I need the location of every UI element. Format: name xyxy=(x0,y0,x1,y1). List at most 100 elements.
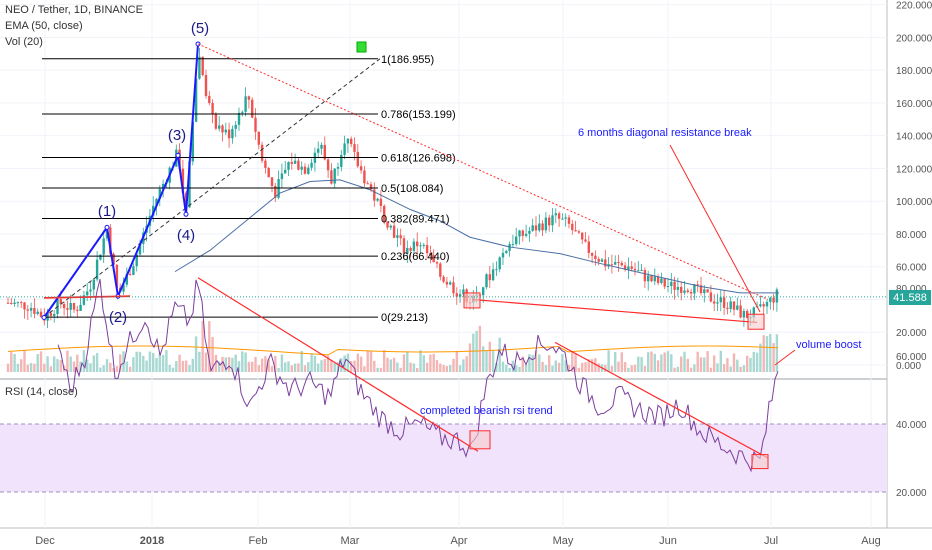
volume-bar xyxy=(82,350,86,372)
volume-bar xyxy=(604,364,607,372)
volume-bar xyxy=(293,363,297,372)
fib-level-label: 0.236(66.440) xyxy=(381,251,450,263)
candle-body xyxy=(36,311,39,314)
candle-body xyxy=(204,75,208,96)
volume-bar xyxy=(36,354,39,372)
fibonacci-levels: 1(186.955) 0.786(153.199) 0.618(126.698) 0.… xyxy=(42,41,456,324)
volume-bar xyxy=(214,354,218,372)
candle-body xyxy=(534,225,538,231)
candle-body xyxy=(518,230,521,237)
candle-body xyxy=(765,301,769,307)
volume-bar xyxy=(544,365,548,372)
candle-body xyxy=(709,292,713,302)
volume-bar xyxy=(425,362,429,372)
volume-bar xyxy=(719,350,722,372)
candle-body xyxy=(379,198,383,206)
highlight-box-july xyxy=(747,313,765,330)
volume-bar xyxy=(485,350,488,372)
candle-body xyxy=(511,244,515,246)
candle-body xyxy=(303,166,307,174)
volume-bars xyxy=(6,320,779,372)
volume-legend[interactable]: Vol (20) xyxy=(5,36,43,48)
candle-body xyxy=(346,138,350,144)
volume-bar xyxy=(515,365,518,372)
candle-body xyxy=(287,162,290,170)
wave-label: (1) xyxy=(98,203,116,220)
volume-bar xyxy=(260,358,264,372)
resistance-arrow xyxy=(669,144,761,313)
candle-body xyxy=(112,253,115,265)
volume-bar xyxy=(713,355,716,372)
time-tick-label: May xyxy=(553,535,574,547)
candle-body xyxy=(373,189,376,201)
volume-bar xyxy=(620,352,623,372)
highlight-box-april xyxy=(463,292,481,309)
candle-body xyxy=(647,275,650,282)
volume-bar xyxy=(571,351,574,372)
time-tick-label: Jun xyxy=(659,535,677,547)
volume-bar xyxy=(16,363,20,372)
volume-bar xyxy=(673,367,676,372)
candle-body xyxy=(630,266,633,269)
candle-body xyxy=(425,244,429,254)
candle-body xyxy=(284,169,287,174)
volume-bar xyxy=(439,363,442,372)
candle-body xyxy=(383,205,386,222)
rsi-polyline xyxy=(57,278,779,473)
volume-bar xyxy=(185,360,188,372)
time-tick-label: Dec xyxy=(35,535,55,547)
candle-body xyxy=(640,269,643,271)
price-panel-background xyxy=(0,0,887,378)
volume-bar xyxy=(610,365,614,372)
candle-body xyxy=(218,125,221,129)
volume-bar xyxy=(297,363,300,372)
rsi-highlight-box-2 xyxy=(751,454,769,470)
volume-bar xyxy=(280,354,284,372)
candle-body xyxy=(178,149,181,169)
volume-bar xyxy=(227,357,231,372)
candle-body xyxy=(76,309,79,311)
volume-bar xyxy=(148,351,152,372)
volume-bar xyxy=(432,353,435,372)
candle-body xyxy=(429,253,432,256)
symbol-legend[interactable]: NEO / Tether, 1D, BINANCE xyxy=(5,4,143,16)
volume-bar xyxy=(142,355,145,372)
candle-body xyxy=(660,278,663,284)
wave-label: (2) xyxy=(109,309,127,326)
rsi-legend[interactable]: RSI (14, close) xyxy=(5,386,78,398)
candle-body xyxy=(600,259,604,262)
candle-body xyxy=(270,177,274,186)
fib-handle xyxy=(356,41,367,53)
volume-bar xyxy=(359,356,363,372)
volume-bar xyxy=(531,354,534,372)
volume-bar xyxy=(693,364,696,372)
candle-body xyxy=(736,305,739,310)
volume-bar xyxy=(231,357,234,372)
volume-bar xyxy=(152,353,155,372)
candle-body xyxy=(759,304,762,307)
volume-bar xyxy=(99,367,102,372)
volume-bar xyxy=(53,356,56,372)
candle-body xyxy=(317,148,320,153)
candle-body xyxy=(389,225,392,228)
candle-body xyxy=(251,99,254,118)
volume-bar xyxy=(46,356,49,372)
fib-level-label: 0.382(89.471) xyxy=(381,213,450,225)
fib-level-label: 1(186.955) xyxy=(381,54,434,66)
candle-body xyxy=(531,225,534,231)
candle-body xyxy=(72,303,76,310)
volume-bar xyxy=(376,367,379,372)
candle-body xyxy=(95,259,99,280)
candle-body xyxy=(462,289,465,295)
candle-body xyxy=(323,144,326,160)
candle-body xyxy=(610,264,614,266)
volume-bar xyxy=(274,355,277,372)
volume-bar xyxy=(498,337,501,372)
candle-body xyxy=(280,173,284,180)
candle-body xyxy=(109,227,112,254)
volume-bar xyxy=(307,362,310,372)
ema-legend[interactable]: EMA (50, close) xyxy=(5,20,83,32)
candle-body xyxy=(224,129,227,133)
volume-bar xyxy=(168,364,171,372)
